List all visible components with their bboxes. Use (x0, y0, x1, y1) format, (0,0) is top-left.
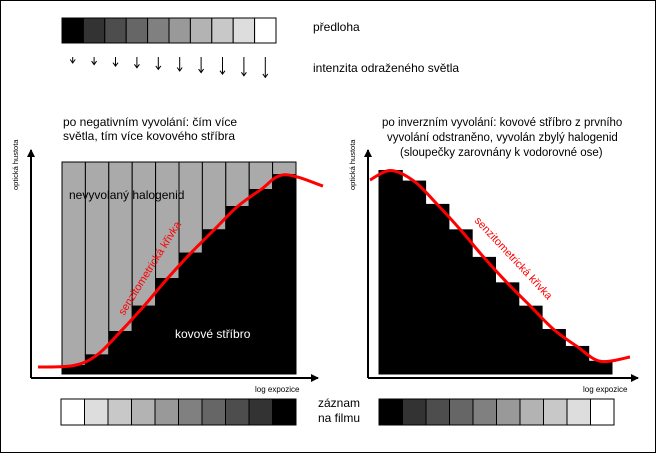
film-strip-cell (543, 398, 568, 426)
silver-bar (588, 360, 613, 375)
right-y-axis-label: optická hustota (348, 139, 357, 190)
film-strip-cell (519, 398, 544, 426)
film-strip-cell (566, 398, 591, 426)
right-title-line3: (sloupečky zarovnány k vodorovné ose) (400, 147, 603, 159)
original-strip-cell (232, 17, 256, 44)
original-label: předloha (313, 20, 360, 34)
film-strip-cell (590, 398, 615, 426)
film-strip-cell (449, 398, 474, 426)
light-arrow-head (240, 72, 247, 77)
film-strip-cell (378, 398, 403, 426)
film-strip-cell (178, 398, 203, 426)
film-strip-cell (154, 398, 179, 426)
right-sensitometric-curve (369, 168, 631, 364)
silver-bar (448, 229, 473, 375)
left-title-line2: světla, tím více kovového stříbra (63, 129, 235, 143)
left-title-line1: po negativním vyvolání: čím více (63, 115, 237, 129)
light-arrow-head (219, 70, 226, 76)
silver-bar (378, 169, 403, 375)
silver-bar (425, 203, 450, 375)
silver-bar (401, 180, 427, 375)
film-strip-cell (272, 398, 297, 426)
film-strip-cell (107, 398, 132, 426)
left-bars (61, 161, 297, 375)
left-film-record-strip (60, 398, 297, 426)
arrows-label: intenzita odraženého světla (313, 61, 459, 75)
original-strip-cell (61, 17, 84, 44)
light-arrow-head (198, 68, 205, 74)
silver-bar (564, 345, 590, 375)
light-arrow-head (91, 60, 98, 66)
left-sensitometric-curve (37, 173, 324, 369)
film-record-label-line2: na filmu (318, 411, 360, 425)
original-strip-cell (211, 17, 234, 44)
silver-bar (495, 282, 520, 375)
silver-bar (272, 174, 297, 375)
light-arrow-head (155, 65, 162, 71)
film-strip-cell (201, 398, 226, 426)
film-strip-cell (425, 398, 450, 426)
right-x-axis-label: log expozice (583, 385, 628, 394)
right-film-record-strip (378, 398, 615, 426)
silver-bar (178, 252, 203, 375)
film-strip-cell (248, 398, 273, 426)
original-strip-cell (168, 17, 191, 44)
halide-bar (178, 161, 203, 254)
film-strip-cell (225, 398, 250, 426)
original-strip-cell (254, 17, 277, 44)
original-strip-cell (147, 17, 170, 44)
metallic-silver-label: kovové stříbro (175, 327, 251, 341)
silver-bar (108, 331, 133, 375)
reflected-light-arrows (69, 57, 269, 79)
light-arrow-head (69, 59, 76, 64)
film-strip-cell (402, 398, 427, 426)
silver-bar (471, 256, 497, 375)
film-strip-cell (496, 398, 521, 426)
silver-bar (248, 189, 274, 375)
original-gray-strip (61, 17, 277, 44)
film-strip-cell (131, 398, 156, 426)
film-strip-cell (472, 398, 497, 426)
original-strip-cell (125, 17, 149, 44)
film-strip-cell (84, 398, 109, 426)
left-y-axis-label: optická hustota (11, 139, 20, 190)
left-x-axis-label: log expozice (255, 385, 300, 394)
light-arrow-head (112, 62, 119, 68)
halide-bar (272, 161, 297, 176)
silver-bar (225, 206, 250, 375)
light-arrow-head (176, 67, 183, 72)
film-record-label-line1: záznam (318, 396, 360, 410)
undeveloped-halide-label: nevyvolaný halogenid (69, 188, 184, 202)
original-strip-cell (82, 17, 106, 44)
silver-bar (201, 229, 227, 375)
silver-bar (84, 354, 110, 375)
right-bars (378, 169, 613, 375)
light-arrow-head (133, 64, 140, 69)
light-arrow-head (262, 73, 269, 79)
halide-bar (248, 161, 274, 191)
film-strip-cell (60, 398, 85, 426)
right-title-line1: po inverzním vyvolání: kovové stříbro z … (382, 117, 622, 129)
original-strip-cell (189, 17, 213, 44)
original-strip-cell (104, 17, 127, 44)
right-title-line2: vyvolání odstraněno, vyvolán zbylý halog… (387, 132, 618, 144)
